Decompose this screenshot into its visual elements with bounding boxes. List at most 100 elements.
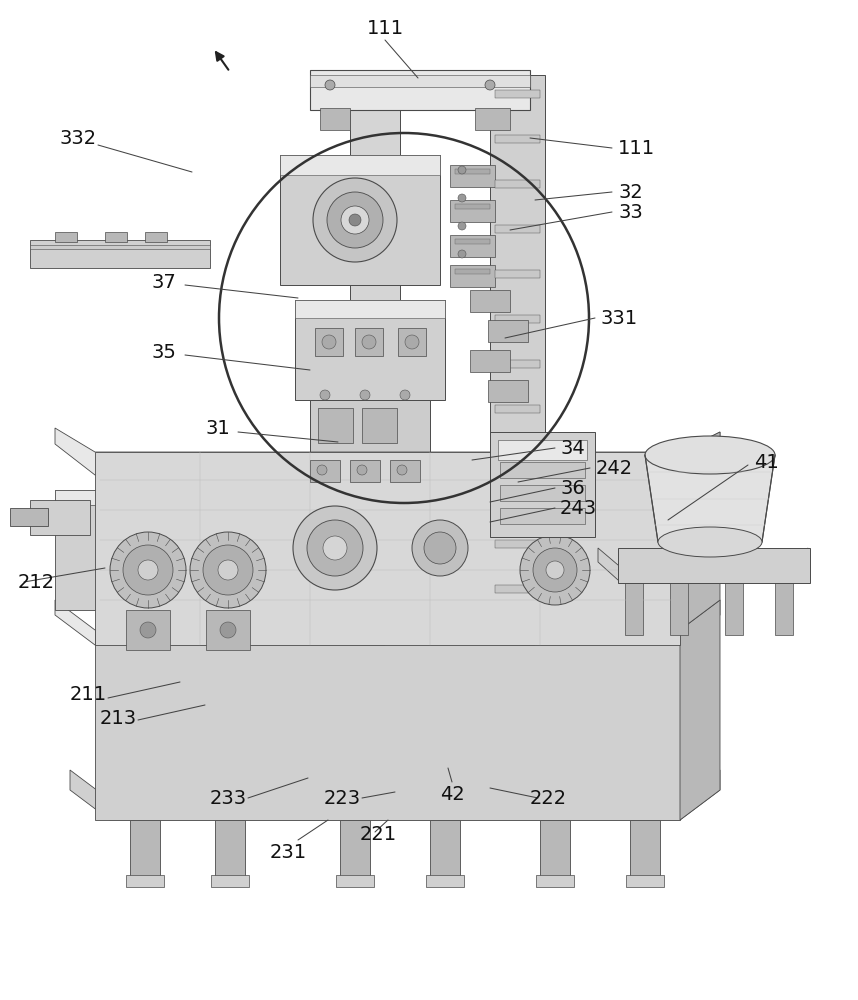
Bar — [206, 610, 250, 650]
Circle shape — [307, 520, 363, 576]
Bar — [495, 225, 540, 233]
Bar — [126, 875, 164, 887]
Text: 42: 42 — [439, 786, 464, 804]
Bar — [55, 490, 165, 505]
Circle shape — [325, 80, 335, 90]
Polygon shape — [350, 600, 385, 645]
Polygon shape — [680, 432, 720, 630]
Bar — [495, 540, 540, 548]
Bar — [498, 440, 587, 460]
Text: 222: 222 — [529, 788, 566, 808]
Polygon shape — [70, 770, 720, 820]
Polygon shape — [55, 428, 720, 475]
Polygon shape — [95, 630, 680, 820]
Circle shape — [190, 532, 266, 608]
Bar — [540, 820, 570, 880]
Bar — [455, 169, 490, 174]
Circle shape — [397, 465, 407, 475]
Bar — [310, 460, 340, 482]
Bar — [336, 875, 374, 887]
Circle shape — [357, 465, 367, 475]
Bar — [618, 548, 810, 583]
Bar — [10, 508, 48, 526]
Bar — [630, 820, 660, 880]
Bar — [490, 75, 545, 620]
Text: 331: 331 — [600, 308, 637, 328]
Bar — [362, 408, 397, 443]
Bar — [495, 315, 540, 323]
Bar — [495, 270, 540, 278]
Bar — [211, 875, 249, 887]
Bar — [315, 328, 343, 356]
Bar — [495, 405, 540, 413]
Bar — [55, 232, 77, 242]
Bar — [488, 320, 528, 342]
Bar — [450, 200, 495, 222]
Text: 111: 111 — [618, 138, 656, 157]
Bar — [350, 90, 400, 620]
Circle shape — [360, 390, 370, 400]
Circle shape — [110, 532, 186, 608]
Bar — [495, 360, 540, 368]
Bar — [488, 380, 528, 402]
Circle shape — [293, 506, 377, 590]
Text: 242: 242 — [596, 458, 633, 478]
Bar — [536, 875, 574, 887]
Bar — [430, 820, 460, 880]
Bar — [495, 135, 540, 143]
Circle shape — [349, 214, 361, 226]
Bar — [500, 462, 585, 478]
Text: 35: 35 — [152, 342, 177, 361]
Bar — [295, 300, 445, 400]
Text: 34: 34 — [560, 438, 585, 458]
Circle shape — [138, 560, 158, 580]
Circle shape — [362, 335, 376, 349]
Text: 233: 233 — [209, 788, 246, 808]
Polygon shape — [95, 452, 680, 645]
Bar — [355, 328, 383, 356]
Bar — [30, 240, 210, 268]
Bar — [490, 432, 595, 537]
Text: 31: 31 — [206, 418, 231, 438]
Circle shape — [412, 520, 468, 576]
Circle shape — [546, 561, 564, 579]
Bar — [280, 155, 440, 175]
Circle shape — [327, 192, 383, 248]
Text: 243: 243 — [560, 498, 597, 518]
Bar — [55, 490, 165, 610]
Bar — [105, 232, 127, 242]
Circle shape — [533, 548, 577, 592]
Circle shape — [317, 465, 327, 475]
Polygon shape — [680, 600, 720, 820]
Circle shape — [458, 250, 466, 258]
Circle shape — [424, 532, 456, 564]
Circle shape — [341, 206, 369, 234]
Bar — [495, 585, 540, 593]
Bar — [455, 239, 490, 244]
Bar — [340, 820, 370, 880]
Circle shape — [313, 178, 397, 262]
Polygon shape — [55, 600, 720, 645]
Text: 37: 37 — [152, 272, 177, 292]
Polygon shape — [500, 600, 535, 645]
Bar — [725, 580, 743, 635]
Circle shape — [320, 390, 330, 400]
Bar — [775, 580, 793, 635]
Circle shape — [203, 545, 253, 595]
Circle shape — [485, 80, 495, 90]
Bar — [450, 165, 495, 187]
Circle shape — [458, 222, 466, 230]
Circle shape — [220, 622, 236, 638]
Bar — [130, 820, 160, 880]
Bar — [500, 485, 585, 501]
Bar — [320, 108, 350, 130]
Ellipse shape — [645, 436, 775, 474]
Circle shape — [520, 535, 590, 605]
Bar — [455, 269, 490, 274]
Text: 221: 221 — [360, 826, 396, 844]
Bar — [450, 265, 495, 287]
Circle shape — [400, 390, 410, 400]
Bar — [30, 245, 210, 249]
Bar — [310, 70, 530, 110]
Bar — [495, 90, 540, 98]
